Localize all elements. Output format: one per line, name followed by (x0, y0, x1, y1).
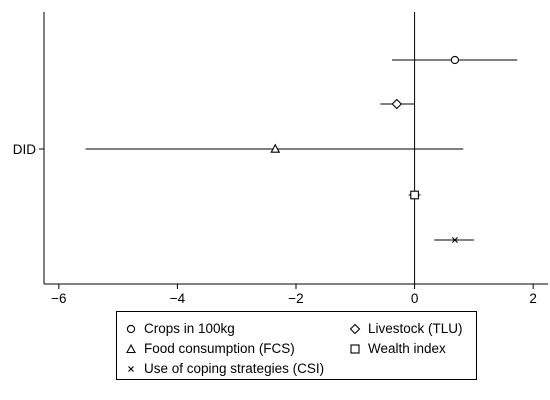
point-estimate (451, 237, 458, 243)
legend-item-coping-strategies: Use of coping strategies (CSI) (125, 361, 324, 376)
x-tick-label: −4 (170, 291, 186, 306)
x-marker-icon (125, 363, 137, 375)
x-tick-label: −2 (288, 291, 303, 306)
legend-label: Food consumption (FCS) (144, 341, 295, 356)
coefficient-plot: DID −6 −4 −2 0 2 (13, 12, 548, 306)
point-estimate (450, 55, 460, 65)
x-tick-label: −6 (51, 291, 66, 306)
point-estimate (270, 143, 281, 153)
plot-axes: DID −6 −4 −2 0 2 (13, 12, 548, 306)
legend-item-crops: Crops in 100kg (125, 321, 235, 336)
circle-marker-icon (125, 323, 137, 335)
point-estimate (391, 98, 403, 110)
legend: Crops in 100kg Livestock (TLU) Food cons… (116, 311, 477, 380)
legend-item-wealth-index: Wealth index (349, 341, 446, 356)
diamond-marker-icon (349, 323, 361, 335)
x-tick-label: 2 (529, 291, 537, 306)
legend-label: Use of coping strategies (CSI) (144, 361, 325, 376)
legend-item-food-consumption: Food consumption (FCS) (125, 341, 295, 356)
legend-label: Wealth index (368, 341, 446, 356)
plot-marks (85, 55, 518, 243)
square-marker-icon (349, 343, 361, 355)
legend-item-livestock: Livestock (TLU) (349, 321, 463, 336)
legend-label: Livestock (TLU) (368, 321, 463, 336)
point-estimate (410, 190, 419, 200)
x-tick-label: 0 (411, 291, 419, 306)
legend-label: Crops in 100kg (144, 321, 235, 336)
triangle-marker-icon (125, 343, 137, 355)
y-category-label: DID (13, 142, 37, 157)
